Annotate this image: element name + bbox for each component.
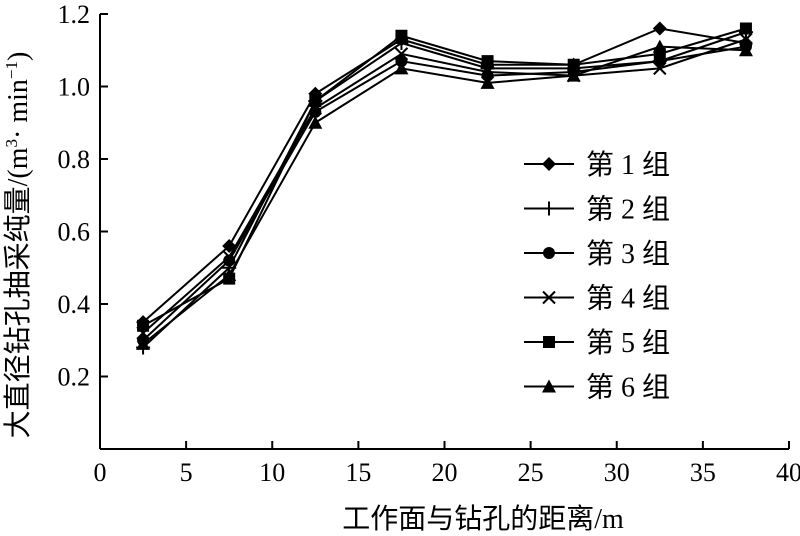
marker-x [739, 32, 753, 47]
marker-x [542, 290, 556, 305]
y-axis-label-superscript-2: −1 [2, 61, 21, 79]
marker-x [480, 65, 495, 79]
x-tick-label: 20 [432, 458, 458, 487]
x-tick-label: 40 [776, 458, 800, 487]
series-1-line [142, 27, 747, 323]
x-tick-label: 25 [518, 458, 544, 487]
marker-square [481, 55, 494, 68]
series-6 [136, 39, 753, 350]
y-tick-label: 0.6 [58, 218, 91, 247]
marker-diamond [542, 157, 556, 171]
x-tick-label: 15 [345, 458, 371, 487]
marker-x-b [739, 32, 753, 47]
legend-item-2: 第 2 组 [524, 194, 670, 226]
marker-x [394, 47, 409, 61]
chart-legend: 第 1 组第 2 组第 3 组第 4 组第 5 组第 6 组 [524, 149, 670, 404]
marker-diamond [652, 21, 667, 36]
marker-x [222, 250, 236, 264]
marker-square [395, 29, 408, 42]
marker-square [739, 22, 752, 35]
legend-item-3: 第 3 组 [524, 238, 670, 270]
x-tick-label: 35 [690, 458, 716, 487]
marker-triangle [542, 379, 556, 393]
legend-label: 第 2 组 [586, 194, 670, 226]
y-tick-label: 0.8 [58, 145, 91, 174]
marker-triangle [566, 68, 581, 82]
marker-triangle [136, 336, 151, 350]
y-axis-label-middle: · min [3, 79, 34, 139]
marker-square [567, 58, 580, 71]
marker-triangle [652, 39, 667, 53]
legend-item-1: 第 1 组 [524, 149, 670, 181]
series-4-line [142, 38, 747, 334]
marker-plus [542, 201, 556, 216]
marker-triangle [480, 75, 495, 89]
marker-x-b [542, 290, 556, 305]
y-axis-label: 大直径钻孔抽采纯量/(m3· min−1) [2, 52, 34, 439]
y-tick-label: 0.2 [58, 363, 91, 392]
y-axis-label-main: 大直径钻孔抽采纯量/(m [2, 147, 34, 438]
series-3-line [142, 45, 747, 341]
marker-triangle [394, 61, 409, 75]
legend-label: 第 5 组 [586, 327, 670, 359]
y-tick-label: 0.4 [58, 290, 91, 319]
x-tick-label: 0 [94, 458, 107, 487]
y-axis-label-superscript-1: 3 [2, 139, 21, 148]
marker-x-b [480, 65, 495, 79]
legend-label: 第 6 组 [586, 372, 670, 404]
marker-square [309, 95, 322, 107]
marker-x-b [653, 61, 667, 76]
y-tick-label: 1.0 [58, 73, 91, 102]
x-tick-label: 10 [259, 458, 285, 487]
marker-square [137, 319, 150, 332]
x-axis-label: 工作面与钻孔的距离/m [342, 503, 624, 535]
legend-item-4: 第 4 组 [524, 283, 670, 315]
marker-triangle [738, 43, 753, 57]
marker-square [543, 336, 555, 348]
legend-label: 第 4 组 [586, 283, 670, 315]
legend-label: 第 3 组 [586, 238, 670, 270]
y-tick-label: 1.2 [58, 0, 91, 29]
marker-triangle [308, 115, 323, 129]
x-tick-label: 5 [180, 458, 193, 487]
marker-triangle [222, 268, 237, 281]
legend-label: 第 1 组 [586, 149, 670, 181]
marker-circle [543, 247, 555, 259]
chart-axes: 0 5 10 15 20 25 30 35 40 0.2 0.4 0.6 0.8 1.0 1.2 [58, 0, 800, 487]
series-layer [136, 21, 753, 355]
series-6-line [142, 45, 746, 345]
marker-x-b [222, 250, 236, 264]
marker-x-b [394, 47, 409, 61]
legend-item-5: 第 5 组 [524, 327, 670, 359]
y-axis-label-end: ) [3, 52, 34, 61]
legend-item-6: 第 6 组 [524, 372, 670, 404]
x-tick-label: 30 [604, 458, 630, 487]
marker-x [653, 61, 667, 76]
marker-circle [223, 254, 236, 267]
